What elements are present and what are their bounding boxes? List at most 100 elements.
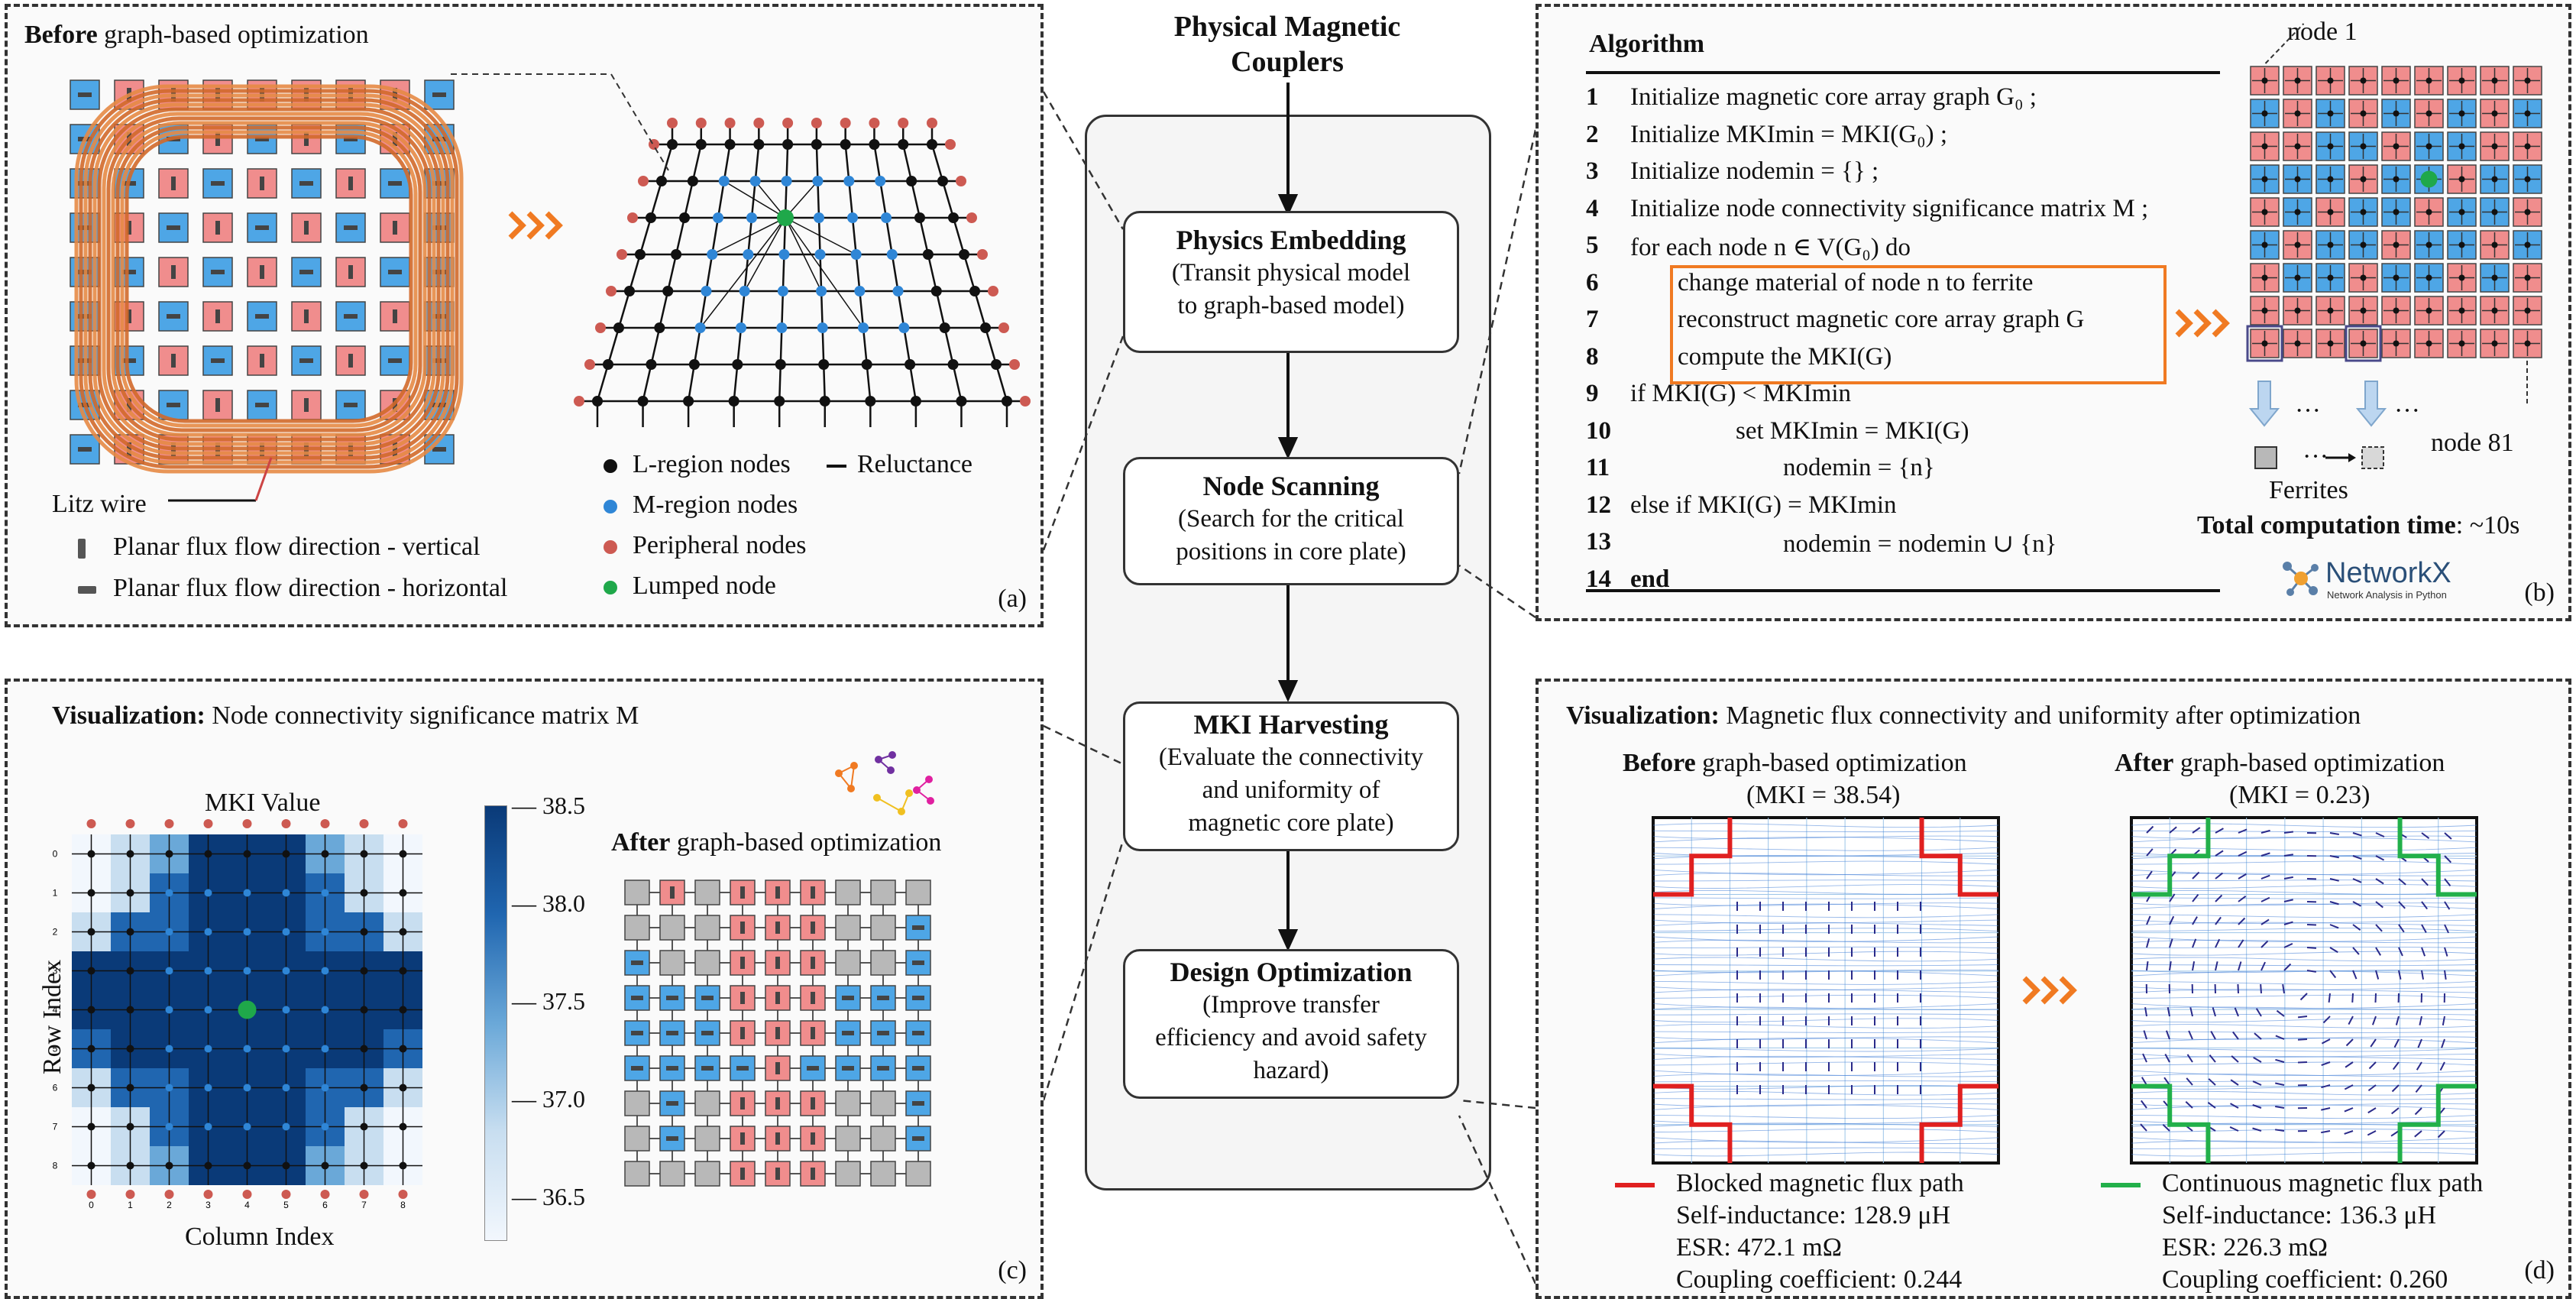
- core-tile: [694, 879, 730, 915]
- core-tile: [2414, 197, 2444, 227]
- core-tile: [158, 301, 189, 332]
- flux-map-before: [1652, 816, 2000, 1165]
- core-tile: [2447, 131, 2477, 161]
- core-tile: [2250, 99, 2280, 128]
- peripheral-node-dot: [604, 540, 617, 555]
- core-tile: [2381, 329, 2411, 358]
- litz-leader-line: [168, 457, 273, 502]
- core-tile: [765, 1020, 801, 1056]
- core-tile: [624, 950, 660, 986]
- algo-line-text: Initialize nodemin = {} ;: [1630, 157, 1879, 185]
- l-region-node: [732, 359, 743, 370]
- l-region-node: [656, 176, 667, 186]
- center-arrows: [1277, 83, 1299, 951]
- reluctance-line-icon: [827, 465, 846, 468]
- core-tile: [800, 1055, 836, 1091]
- core-tile: [335, 257, 366, 287]
- l-region-node: [782, 139, 794, 150]
- l-region-node: [898, 139, 909, 150]
- algo-line-number: 9: [1586, 380, 1599, 407]
- l-region-node: [1002, 396, 1012, 407]
- core-tile: [694, 1055, 730, 1091]
- core-tile: [624, 1020, 660, 1056]
- arrow-chevrons-b: [2175, 309, 2230, 338]
- core-tile: [380, 168, 410, 199]
- ferrites-label: Ferrites: [2269, 476, 2348, 504]
- l-region-node: [654, 322, 665, 333]
- core-tile: [2283, 66, 2312, 96]
- l-region-node: [667, 139, 678, 150]
- algo-line-text: change material of node n to ferrite: [1678, 268, 2034, 296]
- core-tile: [765, 879, 801, 915]
- core-tile: [2315, 296, 2345, 326]
- peripheral-node: [927, 118, 937, 128]
- core-tile: [2513, 197, 2542, 227]
- m-region-node: [812, 176, 824, 186]
- core-tile: [158, 168, 189, 199]
- core-tile: [905, 1055, 931, 1091]
- panel-b: Algorithm 1 Initialize magnetic core arra…: [1536, 4, 2571, 621]
- algo-line-number: 5: [1586, 232, 1599, 259]
- core-tile: [291, 212, 322, 243]
- m-region-node: [854, 286, 866, 296]
- algo-line-number: 8: [1586, 342, 1599, 371]
- core-tile: [905, 915, 931, 951]
- core-tile: [2480, 263, 2510, 293]
- core-tile: [247, 345, 277, 376]
- dots-3: ···: [2303, 442, 2328, 471]
- l-region-node: [728, 396, 739, 407]
- node1-label: node 1: [2287, 18, 2358, 46]
- panel-c: Visualization: Node connectivity signifi…: [5, 679, 1044, 1299]
- core-tile: [335, 301, 366, 332]
- m-region-node: [847, 212, 858, 223]
- blocked-flux-path: [1653, 818, 1998, 1163]
- core-tile: [905, 1126, 931, 1161]
- core-tile: [765, 950, 801, 986]
- litz-wire-label: Litz wire: [52, 490, 147, 518]
- core-tile: [2447, 66, 2477, 96]
- core-tile: [2348, 164, 2378, 194]
- y-tick: 2: [53, 927, 58, 938]
- core-tile: [2480, 131, 2510, 161]
- colorbar-tick: — 36.5: [512, 1183, 585, 1210]
- core-tile: [335, 390, 366, 420]
- algo-line-number: 4: [1586, 194, 1599, 222]
- core-tile: [2250, 263, 2280, 293]
- core-tile: [2315, 197, 2345, 227]
- algo-line-number: 7: [1586, 306, 1599, 333]
- after-opt-label-c: After graph-based optimization: [611, 828, 942, 857]
- core-tile: [2447, 296, 2477, 326]
- algo-line-number: 1: [1586, 83, 1599, 111]
- l-region-node: [947, 359, 959, 370]
- continuous-flux-path: [2131, 818, 2477, 1163]
- m-region-node: [781, 176, 792, 186]
- core-tile: [2414, 230, 2444, 260]
- zoom-dashed-line: [451, 73, 669, 171]
- core-tile: [659, 1090, 695, 1126]
- peripheral-node: [869, 118, 880, 128]
- core-tile: [905, 985, 931, 1021]
- node81-label: node 81: [2431, 429, 2514, 457]
- l-region-node: [774, 396, 785, 407]
- core-tile: [2250, 329, 2280, 358]
- l-region-node: [637, 396, 649, 407]
- core-tile: [800, 1020, 836, 1056]
- colorbar-tick: — 37.5: [512, 987, 585, 1015]
- algo-line-text: for each node n ∈ V(G₀) do: [1630, 234, 1911, 261]
- core-tile: [2315, 230, 2345, 260]
- algo-line-text: end: [1630, 565, 1670, 593]
- algo-line-text: nodemin = {n}: [1783, 454, 1935, 481]
- peripheral-node: [574, 396, 584, 407]
- core-tile: [2381, 131, 2411, 161]
- core-tile: [800, 915, 836, 951]
- core-tile: [2414, 329, 2444, 358]
- panel-c-title: Visualization: Node connectivity signifi…: [52, 701, 639, 730]
- l-region-node: [819, 396, 830, 407]
- core-tile: [2381, 296, 2411, 326]
- algo-line-number: 14: [1586, 565, 1611, 593]
- core-tile: [694, 1020, 730, 1056]
- core-tile: [2480, 296, 2510, 326]
- core-tile: [158, 212, 189, 243]
- l-region-node: [683, 396, 694, 407]
- computation-time: Total computation time: ~10s: [2197, 511, 2520, 539]
